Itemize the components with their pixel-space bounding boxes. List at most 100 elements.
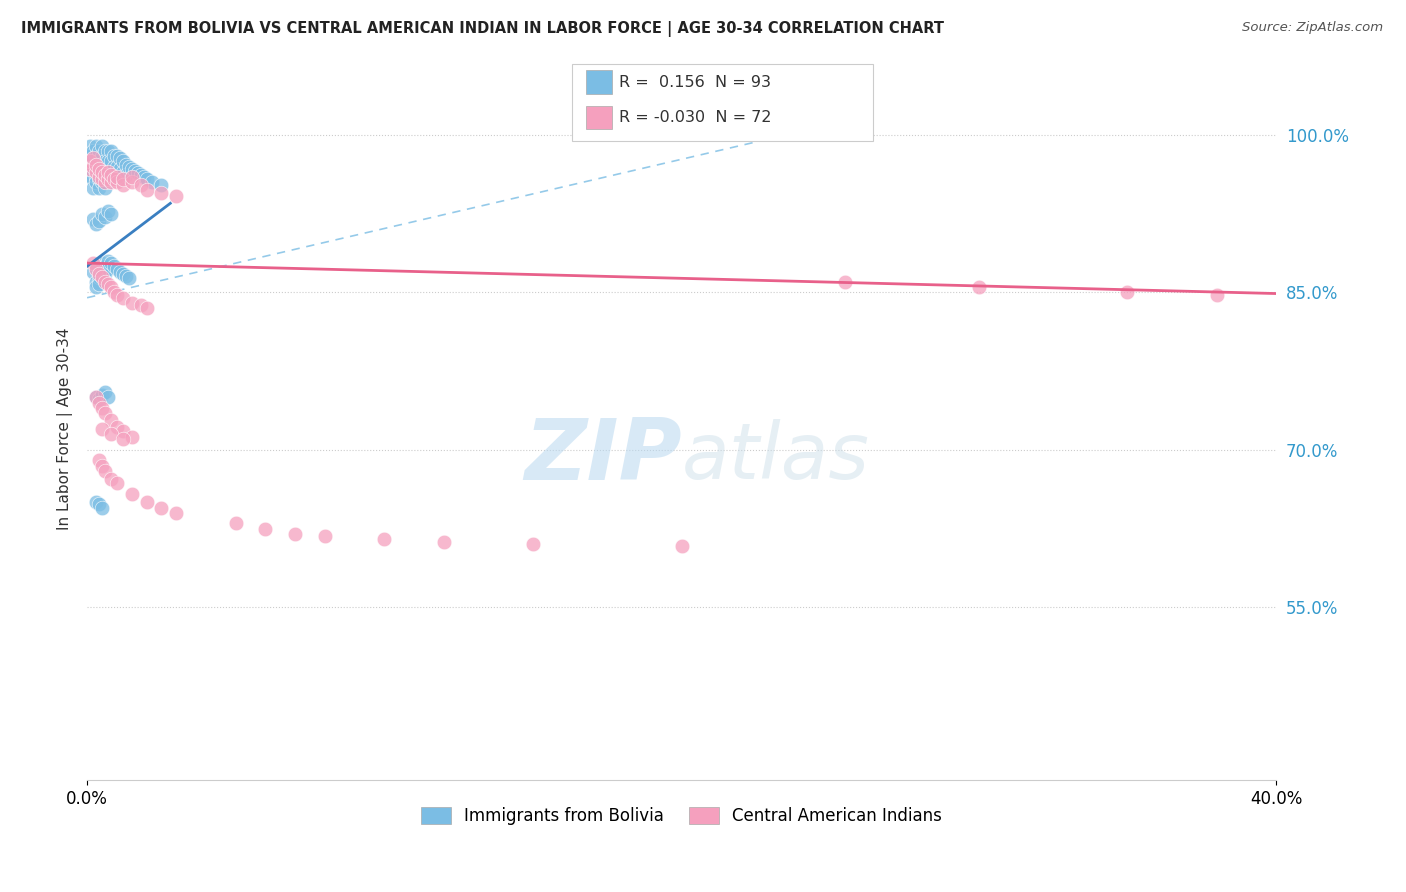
Point (105, 476, 128, 491)
Point (100, 175, 122, 189)
Point (121, 170, 143, 185)
Point (87, 154, 110, 169)
Point (100, 168, 122, 182)
Point (90, 500, 112, 515)
Point (90, 207, 112, 221)
Point (111, 154, 134, 169)
Point (111, 165, 134, 179)
Point (111, 172, 134, 186)
Point (82, 212, 104, 227)
Point (100, 154, 122, 169)
Point (97, 262, 120, 277)
Point (254, 522, 277, 536)
Point (97, 172, 120, 186)
Point (84, 138, 107, 153)
Point (105, 175, 128, 189)
Point (79, 154, 101, 169)
Point (90, 422, 112, 436)
Point (94, 165, 117, 179)
Point (135, 495, 157, 509)
Point (105, 149, 128, 163)
Legend: Immigrants from Bolivia, Central American Indians: Immigrants from Bolivia, Central America… (420, 806, 942, 825)
Point (97, 203, 120, 218)
Point (284, 526, 307, 541)
Point (103, 160, 125, 174)
Point (103, 172, 125, 186)
Point (79, 149, 101, 163)
Point (90, 172, 112, 186)
Point (105, 170, 128, 185)
Point (82, 165, 104, 179)
Point (84, 391, 107, 405)
Point (129, 168, 152, 182)
Point (97, 154, 120, 169)
Point (94, 168, 117, 182)
Point (87, 172, 110, 186)
Point (82, 154, 104, 169)
Point (100, 280, 122, 294)
Point (141, 175, 163, 189)
Point (87, 161, 110, 176)
Point (84, 165, 107, 179)
Point (103, 260, 125, 274)
Point (121, 175, 143, 189)
Point (111, 178, 134, 193)
Point (97, 165, 120, 179)
Point (121, 487, 143, 501)
Point (105, 419, 128, 434)
Point (94, 210, 117, 224)
Point (111, 424, 134, 438)
Point (100, 256, 122, 270)
Point (94, 172, 117, 186)
Text: Source: ZipAtlas.com: Source: ZipAtlas.com (1243, 21, 1384, 34)
Point (111, 267, 134, 281)
Point (103, 149, 125, 163)
Point (124, 163, 146, 178)
Point (103, 285, 125, 300)
Point (100, 144, 122, 158)
Point (150, 178, 173, 193)
Point (225, 516, 247, 531)
Point (87, 269, 110, 284)
Point (108, 170, 131, 185)
Point (84, 217, 107, 231)
Point (94, 406, 117, 420)
Point (97, 144, 120, 158)
Point (94, 175, 117, 189)
Point (108, 161, 131, 176)
Point (100, 427, 122, 442)
Point (150, 500, 173, 515)
Point (100, 472, 122, 486)
Point (135, 183, 157, 197)
Point (87, 144, 110, 158)
Point (90, 264, 112, 278)
Point (90, 269, 112, 284)
Point (84, 160, 107, 174)
Point (100, 165, 122, 179)
Point (834, 275, 856, 289)
Point (94, 180, 117, 194)
Point (165, 189, 187, 203)
Point (100, 413, 122, 427)
Point (84, 157, 107, 171)
Point (111, 433, 134, 447)
Point (121, 296, 143, 310)
Point (100, 172, 122, 186)
Point (97, 254, 120, 268)
Point (114, 168, 136, 182)
Point (967, 280, 990, 294)
Point (94, 275, 117, 289)
Point (87, 180, 110, 194)
Point (90, 401, 112, 415)
Point (94, 260, 117, 274)
Point (373, 532, 395, 546)
Point (87, 277, 110, 291)
Point (97, 165, 120, 179)
Point (522, 537, 544, 551)
Point (165, 506, 187, 520)
Point (105, 262, 128, 277)
Point (118, 160, 141, 174)
Point (79, 138, 101, 153)
Point (314, 529, 336, 543)
Point (1116, 285, 1139, 300)
